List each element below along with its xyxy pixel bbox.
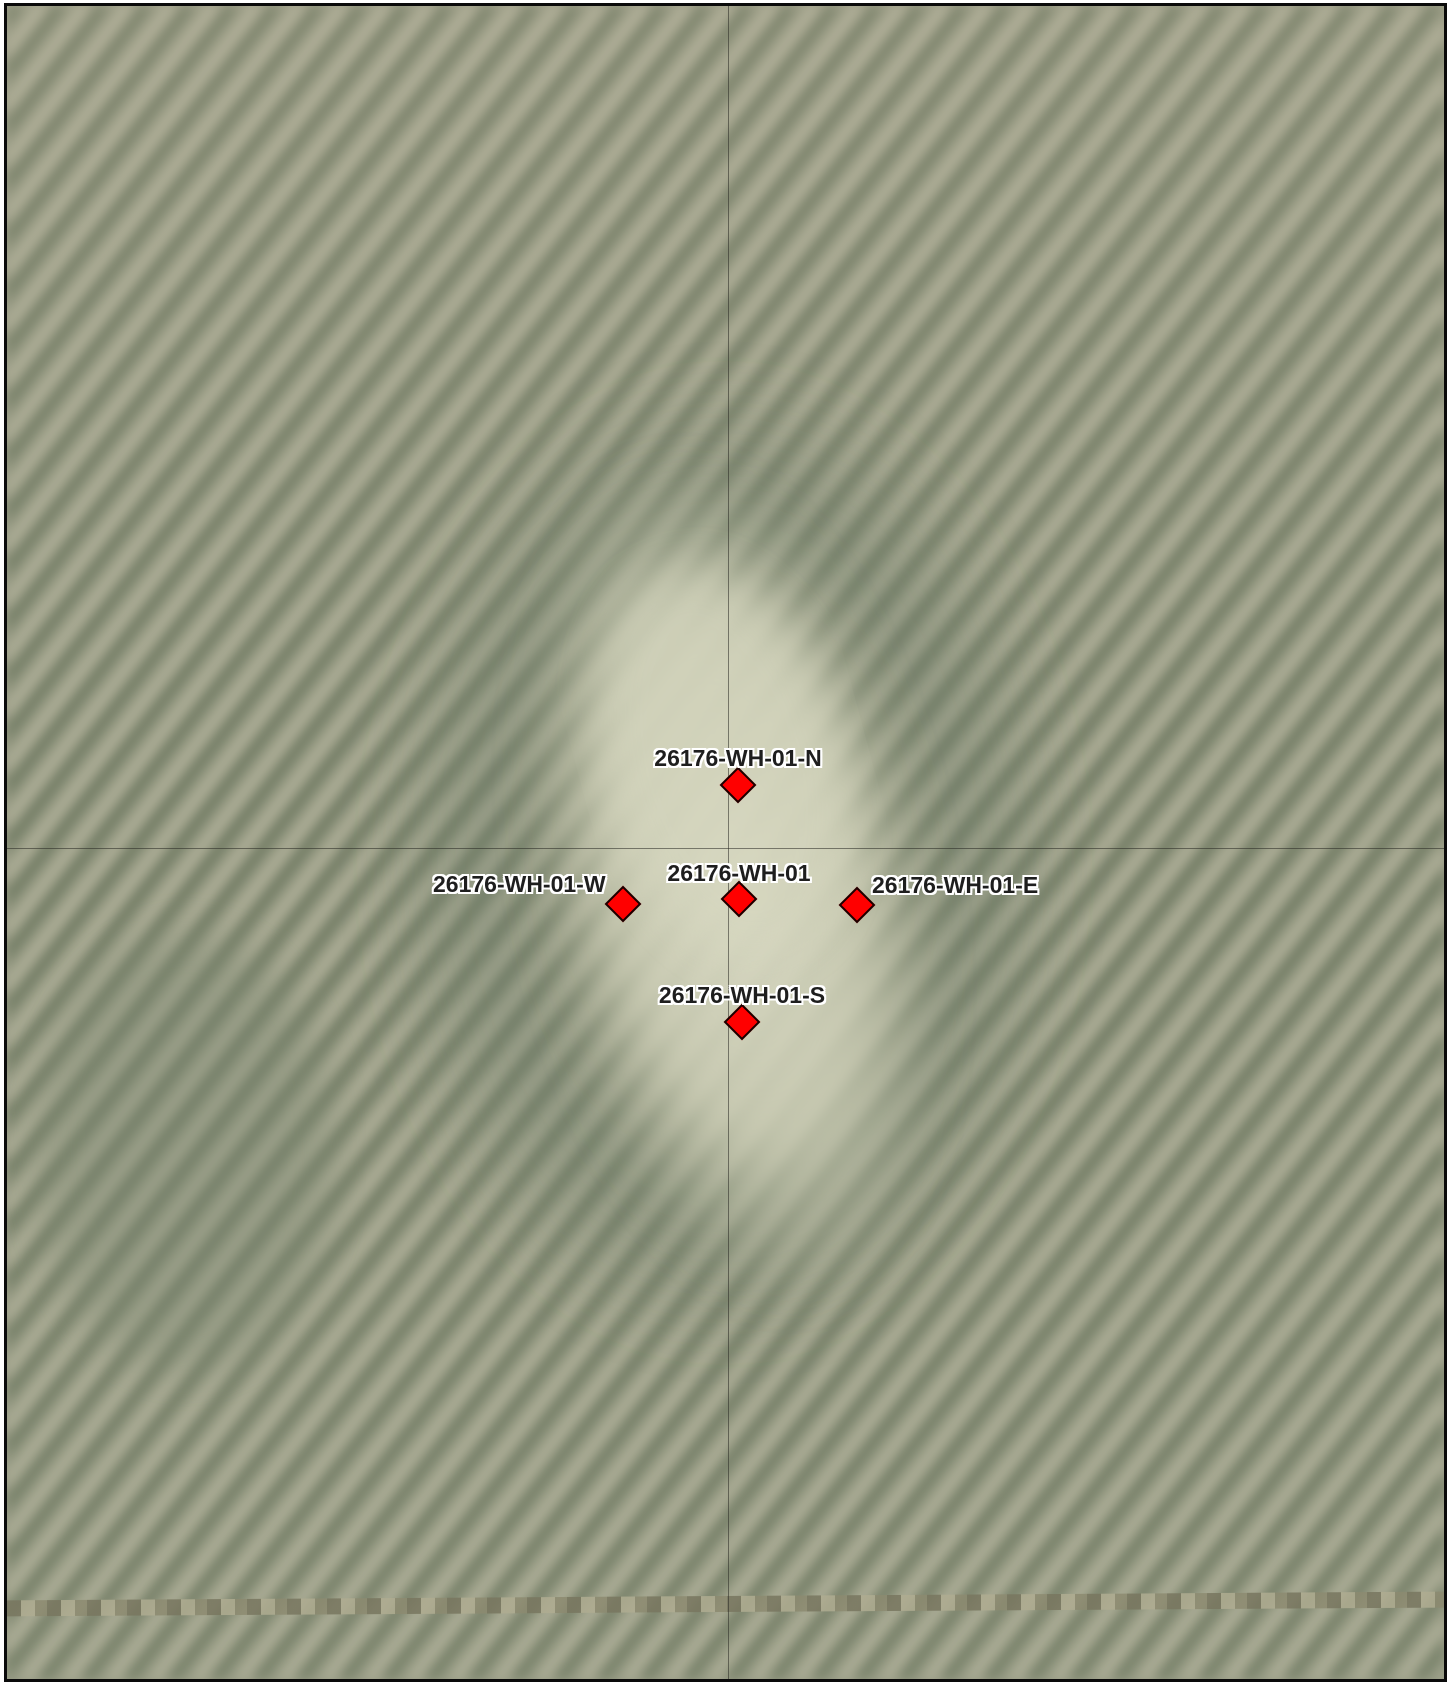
- well-label-e: 26176-WH-01-E: [872, 872, 1039, 898]
- well-label-s: 26176-WH-01-S: [658, 982, 826, 1008]
- map-view[interactable]: 26176-WH-01-N 26176-WH-01-W 26176-WH-01 …: [4, 3, 1447, 1682]
- grid-line-vertical: [728, 6, 729, 1679]
- grid-line-horizontal: [7, 848, 1444, 849]
- well-label-w: 26176-WH-01-W: [433, 871, 606, 897]
- well-label-n: 26176-WH-01-N: [654, 745, 822, 771]
- aerial-imagery: [7, 6, 1444, 1679]
- well-label-center: 26176-WH-01: [667, 860, 811, 886]
